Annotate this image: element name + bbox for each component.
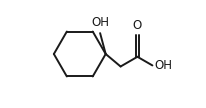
Text: OH: OH [91,16,109,29]
Text: OH: OH [154,59,173,72]
Text: O: O [133,19,142,32]
